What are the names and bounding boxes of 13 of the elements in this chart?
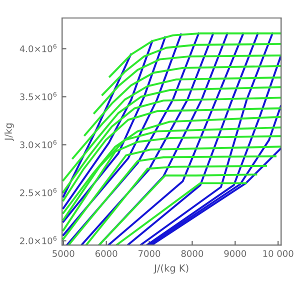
y-tick-label: 3.5×10$^{6}$	[20, 92, 57, 100]
x-axis-title: J/(kg K)	[154, 264, 188, 274]
x-tick-label: 6000	[95, 250, 118, 257]
y-tick-label: 4.0×10$^{6}$	[20, 44, 57, 52]
y-tick-label: 2.5×10$^{6}$	[20, 188, 57, 196]
y-tick-label: 3.0×10$^{6}$	[20, 140, 57, 148]
x-tick-label: 10 000	[263, 250, 294, 257]
x-tick-label: 7000	[138, 250, 160, 257]
y-axis-title: J/kg	[4, 123, 14, 142]
x-tick-label: 8000	[181, 250, 204, 257]
y-tick-label: 2.0×10$^{6}$	[20, 236, 57, 244]
x-tick-label: 9000	[224, 250, 246, 257]
x-tick-label: 5000	[52, 250, 74, 257]
